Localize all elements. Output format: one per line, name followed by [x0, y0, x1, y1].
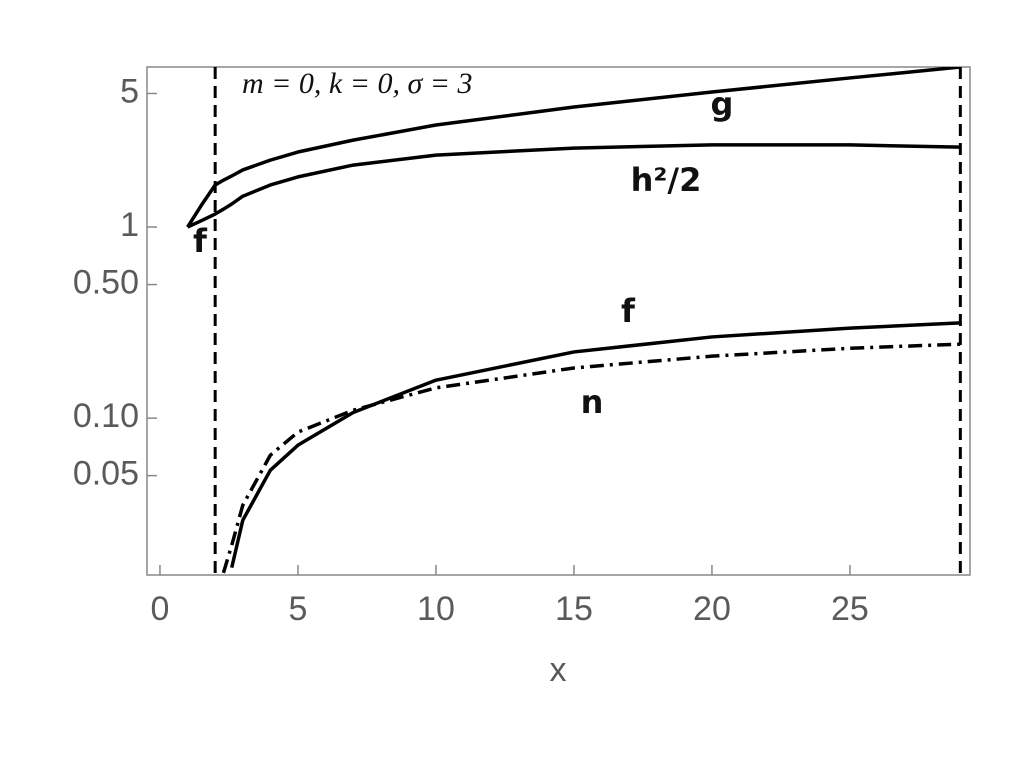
x-axis-label: x — [550, 651, 567, 689]
x-tick-label: 20 — [693, 590, 731, 628]
series-line — [221, 342, 961, 574]
x-tick-label: 5 — [289, 590, 308, 628]
annotation: m = 0, k = 0, σ = 3 — [242, 67, 473, 100]
y-tick-label: 1 — [120, 206, 139, 244]
annotation: f — [193, 222, 208, 260]
series-line — [230, 321, 961, 569]
annotation: f — [621, 292, 636, 330]
series-line — [186, 67, 961, 228]
annotation: n — [581, 383, 604, 421]
series-line — [186, 143, 961, 229]
plot-frame — [146, 66, 971, 576]
y-tick-label: 5 — [120, 72, 139, 110]
x-tick-label: 25 — [831, 590, 869, 628]
annotation: g — [711, 85, 734, 123]
x-tick-label: 0 — [151, 590, 170, 628]
y-tick-label: 0.50 — [73, 264, 139, 302]
annotation: h²/2 — [631, 161, 702, 199]
y-tick-label: 0.05 — [73, 455, 139, 493]
y-tick-label: 0.10 — [73, 397, 139, 435]
x-tick-label: 10 — [417, 590, 455, 628]
annotations: m = 0, k = 0, σ = 3 g h²/2 f f n — [193, 67, 733, 421]
x-tick-label: 15 — [555, 590, 593, 628]
